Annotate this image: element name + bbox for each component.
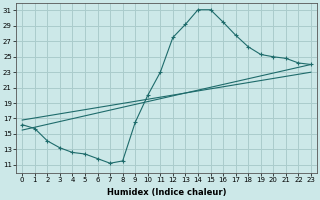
X-axis label: Humidex (Indice chaleur): Humidex (Indice chaleur): [107, 188, 226, 197]
